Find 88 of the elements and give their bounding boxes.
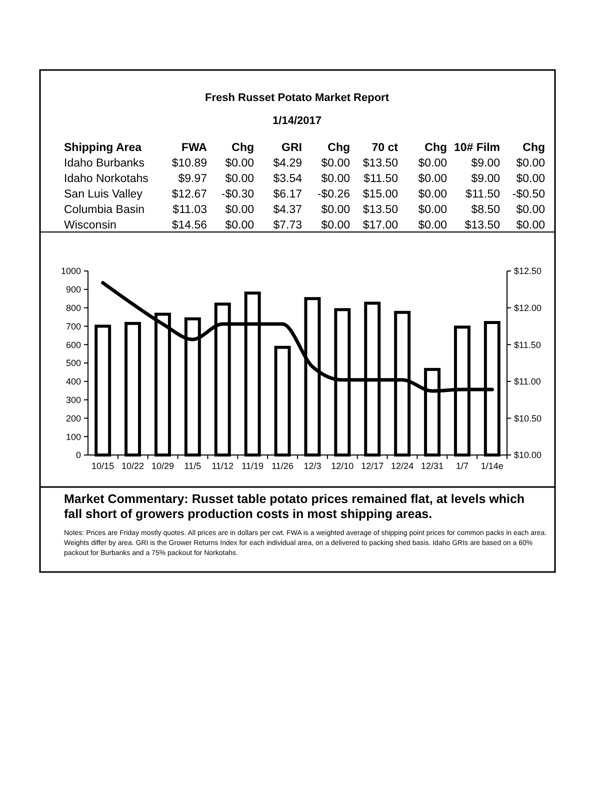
text: $0.00 bbox=[321, 220, 350, 232]
text: $11.50 bbox=[466, 188, 500, 200]
text: $9.97 bbox=[178, 173, 207, 185]
text: $0.00 bbox=[225, 204, 254, 216]
x-tick-label: 11/26 bbox=[272, 461, 294, 471]
text: Shipping Area bbox=[64, 142, 142, 154]
text: $0.00 bbox=[516, 158, 545, 170]
x-tick-label: 11/5 bbox=[184, 461, 202, 471]
text: Chg bbox=[424, 142, 447, 154]
text: Columbia Basin bbox=[64, 204, 145, 216]
y-tick-label: 800 bbox=[66, 302, 81, 313]
text: $8.50 bbox=[471, 204, 500, 216]
text: $0.00 bbox=[321, 204, 350, 216]
text: Wisconsin bbox=[64, 220, 116, 232]
text: $0.00 bbox=[418, 188, 447, 200]
text: $7.73 bbox=[273, 220, 302, 232]
text: 10# Film bbox=[454, 142, 500, 154]
y2-tick-label: $12.50 bbox=[514, 266, 542, 276]
text: $0.00 bbox=[321, 173, 350, 185]
text: $12.67 bbox=[172, 188, 207, 200]
text: Chg bbox=[522, 142, 545, 154]
x-tick-label: 10/15 bbox=[92, 461, 114, 471]
text: $15.00 bbox=[362, 188, 398, 200]
text: Market Commentary: Russet table potato prices remained flat, at levels which fall short of growers production costs in most shipping areas. bbox=[64, 492, 525, 521]
text: -$0.26 bbox=[317, 188, 350, 200]
x-tick-label: 10/29 bbox=[151, 461, 174, 471]
text: GRI bbox=[282, 142, 302, 154]
text: -$0.30 bbox=[221, 188, 254, 200]
text: $0.00 bbox=[321, 158, 350, 170]
text: FWA bbox=[181, 142, 207, 154]
text: $11.50 bbox=[364, 173, 398, 185]
text: $0.00 bbox=[418, 158, 447, 170]
text: $0.00 bbox=[225, 220, 254, 232]
y-tick-label: 1000 bbox=[60, 266, 81, 276]
text: Idaho Burbanks bbox=[64, 158, 145, 170]
x-tick-label: 12/31 bbox=[421, 461, 444, 471]
y2-tick-label: $10.00 bbox=[514, 450, 542, 460]
x-tick-label: 12/3 bbox=[304, 461, 322, 471]
x-tick-label: 1/14e bbox=[480, 461, 504, 471]
y-tick-label: 0 bbox=[76, 450, 81, 460]
text: $0.00 bbox=[418, 220, 447, 232]
x-tick-label: 12/24 bbox=[391, 461, 414, 471]
text: $13.50 bbox=[362, 158, 398, 170]
text: 70 ct bbox=[372, 142, 398, 154]
text: $9.00 bbox=[471, 158, 500, 170]
text: -$0.50 bbox=[512, 188, 545, 200]
text: Fresh Russet Potato Market Report bbox=[205, 92, 390, 104]
y-tick-label: 200 bbox=[66, 413, 81, 424]
text: $9.00 bbox=[471, 173, 500, 185]
y-tick-label: 600 bbox=[66, 340, 81, 350]
text: Chg bbox=[328, 142, 350, 154]
text: Idaho Norkotahs bbox=[64, 173, 149, 185]
text: $13.50 bbox=[362, 204, 398, 216]
text: Chg bbox=[232, 142, 254, 154]
y-tick-label: 400 bbox=[66, 376, 81, 387]
text: $0.00 bbox=[418, 204, 447, 216]
text: $17.00 bbox=[362, 220, 398, 232]
text: $10.89 bbox=[172, 158, 207, 170]
text: $4.37 bbox=[273, 204, 302, 216]
text: $13.50 bbox=[464, 220, 500, 232]
text: San Luis Valley bbox=[64, 188, 143, 200]
x-tick-label: 11/19 bbox=[242, 461, 264, 471]
y-tick-label: 700 bbox=[66, 321, 81, 332]
text: $0.00 bbox=[516, 220, 545, 232]
text: $0.00 bbox=[225, 173, 254, 185]
x-tick-label: 10/22 bbox=[122, 461, 144, 471]
text: $14.56 bbox=[172, 220, 207, 232]
x-tick-label: 1/7 bbox=[456, 461, 468, 471]
y-tick-label: 300 bbox=[66, 394, 81, 405]
text: $0.00 bbox=[516, 173, 545, 185]
text: $6.17 bbox=[273, 188, 302, 200]
y2-tick-label: $12.00 bbox=[514, 302, 542, 313]
text: $3.54 bbox=[273, 173, 303, 185]
text: $11.03 bbox=[172, 204, 207, 216]
x-tick-label: 12/10 bbox=[331, 461, 354, 471]
y2-tick-label: $11.50 bbox=[514, 340, 541, 350]
text: $0.00 bbox=[225, 158, 254, 170]
y2-tick-label: $10.50 bbox=[514, 413, 542, 424]
text: $4.29 bbox=[273, 158, 302, 170]
x-tick-label: 12/17 bbox=[361, 461, 384, 471]
y-tick-label: 500 bbox=[66, 358, 81, 368]
y2-tick-label: $11.00 bbox=[514, 376, 541, 387]
y-tick-label: 100 bbox=[66, 432, 81, 442]
text: $0.00 bbox=[418, 173, 447, 185]
text: 1/14/2017 bbox=[272, 115, 322, 127]
text: $0.00 bbox=[516, 204, 545, 216]
x-tick-label: 11/12 bbox=[212, 461, 234, 471]
y-tick-label: 900 bbox=[66, 284, 81, 295]
